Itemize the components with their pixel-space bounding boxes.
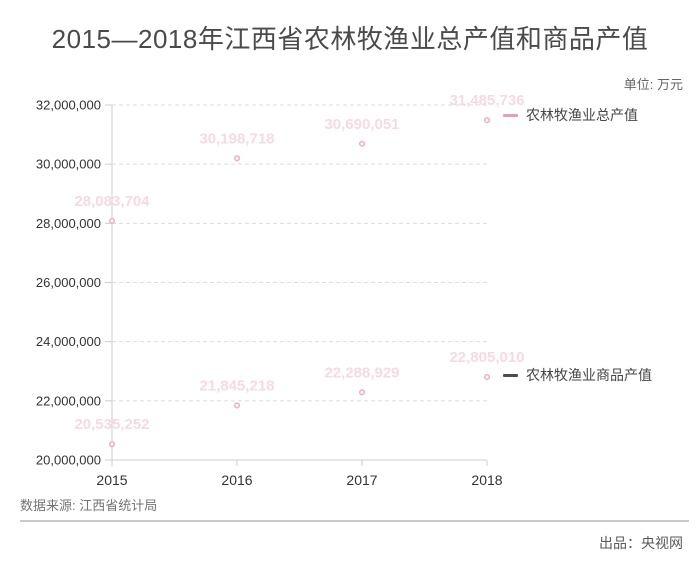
y-tick-label: 20,000,000 bbox=[36, 453, 101, 468]
y-tick-label: 28,000,000 bbox=[36, 216, 101, 231]
data-point-label: 21,845,218 bbox=[199, 377, 274, 394]
data-point-label: 30,690,051 bbox=[324, 116, 399, 133]
data-point bbox=[108, 441, 116, 448]
data-point bbox=[233, 402, 241, 409]
unit-label: 单位: 万元 bbox=[623, 77, 683, 92]
line-marker-icon bbox=[503, 113, 518, 117]
chart-title: 2015—2018年江西省农林牧渔业总产值和商品产值 bbox=[51, 24, 649, 54]
y-tick-label: 32,000,000 bbox=[36, 98, 101, 113]
data-point-label: 20,535,252 bbox=[74, 416, 149, 433]
y-tick-label: 26,000,000 bbox=[36, 275, 101, 290]
source-label: 数据来源: 江西省统计局 bbox=[20, 498, 158, 513]
data-point-label: 31,485,736 bbox=[449, 92, 524, 109]
line-marker-icon bbox=[503, 373, 518, 377]
x-tick-label: 2018 bbox=[471, 472, 502, 488]
x-tick-label: 2016 bbox=[221, 472, 252, 488]
data-point bbox=[483, 373, 491, 381]
credit-label: 出品：央视网 bbox=[599, 535, 683, 551]
x-tick-label: 2015 bbox=[96, 472, 127, 488]
legend-item-commodity-output[interactable]: 农林牧渔业商品产值 bbox=[503, 365, 652, 385]
y-tick-label: 24,000,000 bbox=[36, 334, 101, 349]
data-point-label: 28,083,704 bbox=[74, 193, 150, 210]
data-point-label: 22,805,010 bbox=[449, 349, 524, 366]
legend-label: 农林牧渔业总产值 bbox=[526, 107, 638, 123]
data-point bbox=[108, 217, 116, 224]
legend-item-total-output[interactable]: 农林牧渔业总产值 bbox=[503, 105, 638, 125]
y-tick-label: 30,000,000 bbox=[36, 157, 101, 172]
data-point-label: 30,198,718 bbox=[199, 130, 274, 147]
x-tick-label: 2017 bbox=[346, 472, 377, 488]
data-point-label: 22,288,929 bbox=[324, 364, 399, 381]
y-tick-label: 22,000,000 bbox=[36, 393, 101, 408]
footer-divider bbox=[20, 520, 689, 522]
data-point bbox=[358, 389, 366, 396]
data-point bbox=[483, 117, 491, 124]
data-point bbox=[358, 140, 366, 147]
data-point bbox=[233, 155, 241, 162]
legend-label: 农林牧渔业商品产值 bbox=[526, 367, 652, 383]
